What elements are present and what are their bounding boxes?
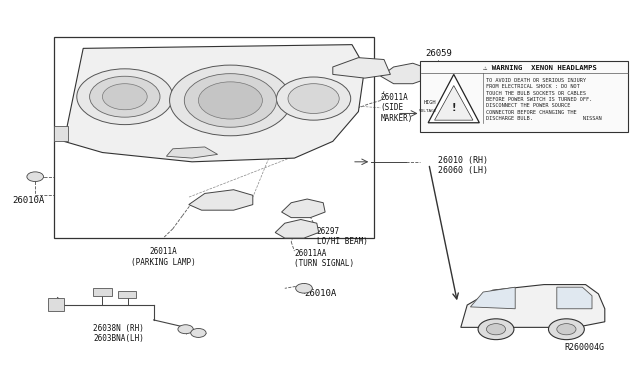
Circle shape <box>198 82 262 119</box>
Circle shape <box>184 74 276 127</box>
Polygon shape <box>64 45 365 162</box>
Text: 26011A
(SIDE
MARKER): 26011A (SIDE MARKER) <box>381 93 413 123</box>
Text: R260004G: R260004G <box>564 343 605 352</box>
Text: TO AVOID DEATH OR SERIOUS INJURY: TO AVOID DEATH OR SERIOUS INJURY <box>486 78 586 83</box>
Text: 26038N (RH)
2603BNA(LH): 26038N (RH) 2603BNA(LH) <box>93 324 144 343</box>
Text: HIGH: HIGH <box>424 100 436 105</box>
Circle shape <box>27 172 44 182</box>
Circle shape <box>170 65 291 136</box>
Text: VOLTAGE: VOLTAGE <box>419 109 437 113</box>
Bar <box>54 126 68 141</box>
Circle shape <box>478 319 514 340</box>
Circle shape <box>288 84 339 113</box>
Text: !: ! <box>451 103 456 113</box>
Circle shape <box>276 77 351 120</box>
Circle shape <box>90 76 160 117</box>
Text: 26010A: 26010A <box>13 196 45 205</box>
Circle shape <box>77 69 173 125</box>
Text: DISCONNECT THE POWER SOURCE: DISCONNECT THE POWER SOURCE <box>486 103 571 108</box>
Circle shape <box>548 319 584 340</box>
Polygon shape <box>275 219 319 238</box>
Polygon shape <box>189 190 253 210</box>
Bar <box>118 291 136 298</box>
Text: 26297
LO/HI BEAM): 26297 LO/HI BEAM) <box>317 227 367 246</box>
Circle shape <box>557 324 576 335</box>
Polygon shape <box>166 147 218 158</box>
Bar <box>54 37 374 238</box>
Circle shape <box>296 283 312 293</box>
Polygon shape <box>381 63 429 84</box>
Text: TOUCH THE BULB SOCKETS OR CABLES: TOUCH THE BULB SOCKETS OR CABLES <box>486 91 586 96</box>
Circle shape <box>191 328 206 337</box>
Bar <box>93 288 112 296</box>
Polygon shape <box>428 74 479 123</box>
Circle shape <box>102 84 147 110</box>
Circle shape <box>486 324 506 335</box>
FancyBboxPatch shape <box>420 61 628 132</box>
Text: 26011A
(PARKING LAMP): 26011A (PARKING LAMP) <box>131 247 196 267</box>
Polygon shape <box>557 287 592 309</box>
Text: CONNECTOR BEFORE CHANGING THE: CONNECTOR BEFORE CHANGING THE <box>486 110 577 115</box>
Text: DISCHARGE BULB.                NISSAN: DISCHARGE BULB. NISSAN <box>486 116 602 121</box>
Polygon shape <box>470 287 515 309</box>
Text: BEFORE POWER SWITCH IS TURNED OFF.: BEFORE POWER SWITCH IS TURNED OFF. <box>486 97 593 102</box>
Polygon shape <box>435 86 473 120</box>
Polygon shape <box>282 199 325 218</box>
Text: 26010 (RH)
26060 (LH): 26010 (RH) 26060 (LH) <box>438 156 488 175</box>
Text: FROM ELECTRICAL SHOCK : DO NOT: FROM ELECTRICAL SHOCK : DO NOT <box>486 84 580 89</box>
Text: 26059: 26059 <box>425 49 452 58</box>
Bar <box>48 298 64 311</box>
Polygon shape <box>461 285 605 327</box>
Text: 26010A: 26010A <box>304 289 336 298</box>
Text: ⚠ WARNING  XENON HEADLAMPS: ⚠ WARNING XENON HEADLAMPS <box>483 65 597 71</box>
Text: 26011AA
(TURN SIGNAL): 26011AA (TURN SIGNAL) <box>294 249 355 268</box>
Circle shape <box>178 325 193 334</box>
Polygon shape <box>333 58 390 78</box>
